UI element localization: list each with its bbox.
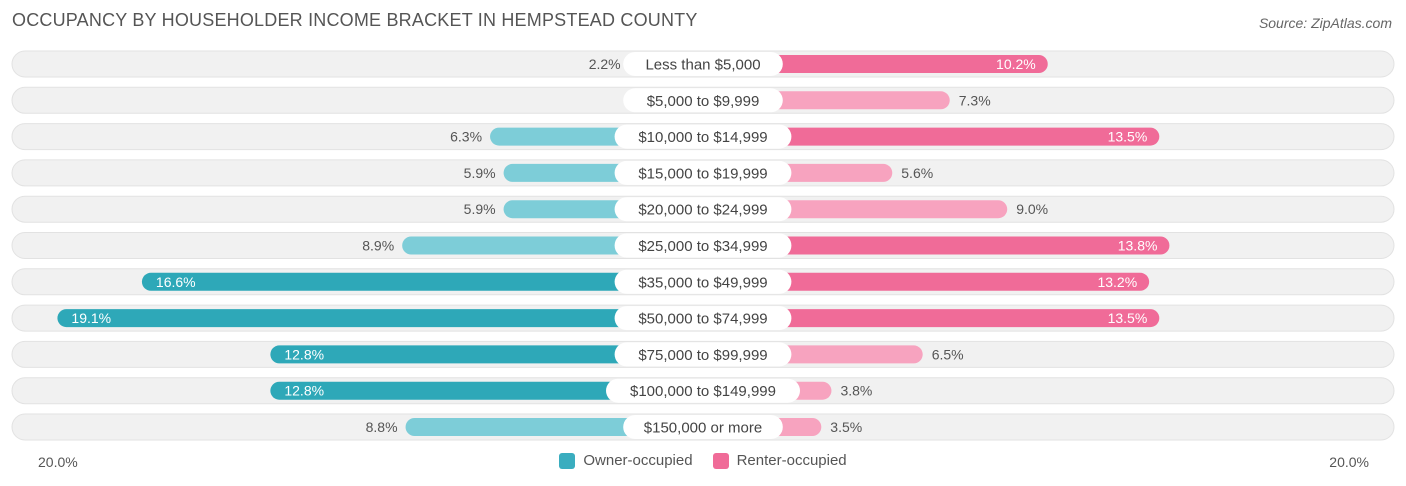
owner-value-label: 8.9% xyxy=(362,238,394,254)
legend-swatch-owner xyxy=(559,452,576,469)
category-label: $150,000 or more xyxy=(644,420,762,437)
category-label: $35,000 to $49,999 xyxy=(638,274,767,291)
axis-right-label: 20.0% xyxy=(1329,454,1369,470)
bar-row: 8.9% 13.8% $25,000 to $34,999 xyxy=(11,232,1395,259)
owner-bar xyxy=(141,272,704,291)
category-pill xyxy=(614,160,792,185)
source-label: Source: ZipAtlas.com xyxy=(1258,15,1392,31)
renter-value-label: 10.2% xyxy=(996,56,1036,72)
owner-bar xyxy=(57,309,704,328)
renter-bar xyxy=(703,236,1170,255)
category-label: $5,000 to $9,999 xyxy=(647,93,760,110)
renter-bar xyxy=(703,309,1160,328)
category-pill xyxy=(614,124,792,149)
legend-swatch-renter xyxy=(712,452,729,469)
category-label: $10,000 to $14,999 xyxy=(638,129,767,146)
category-label: Less than $5,000 xyxy=(645,57,760,74)
renter-bar xyxy=(703,55,1048,73)
bar-row: 5.9% 5.6% $15,000 to $19,999 xyxy=(11,159,1395,187)
category-label: $100,000 to $149,999 xyxy=(630,383,776,400)
bar-row: 16.6% 13.2% $35,000 to $49,999 xyxy=(11,268,1395,296)
category-pill xyxy=(614,342,792,367)
owner-value-label: 2.2% xyxy=(589,56,621,72)
category-pill xyxy=(614,269,792,294)
owner-value-label: 12.8% xyxy=(284,346,324,362)
renter-value-label: 13.5% xyxy=(1108,129,1148,145)
owner-bar xyxy=(270,345,703,364)
bar-row: 8.8% 3.5% $150,000 or more xyxy=(11,413,1395,441)
owner-value-label: 6.3% xyxy=(450,129,482,145)
category-pill xyxy=(614,197,792,222)
chart-title: OCCUPANCY BY HOUSEHOLDER INCOME BRACKET … xyxy=(12,10,698,30)
category-pill xyxy=(614,233,792,258)
renter-value-label: 9.0% xyxy=(1016,201,1048,217)
bar-row: 0.84%7.3%$5,000 to $9,999 xyxy=(11,86,1395,114)
owner-value-label: 16.6% xyxy=(156,274,196,290)
category-pill xyxy=(606,378,800,403)
owner-value-label: 19.1% xyxy=(71,310,111,326)
category-label: $75,000 to $99,999 xyxy=(638,347,767,364)
legend-label-owner: Owner-occupied xyxy=(583,452,693,469)
legend-item-renter: Renter-occupied xyxy=(712,452,847,469)
renter-value-label: 6.5% xyxy=(932,346,964,362)
renter-value-label: 3.5% xyxy=(830,419,862,435)
bar-row: 5.9% 9.0% $20,000 to $24,999 xyxy=(11,195,1395,223)
category-pill xyxy=(623,415,783,439)
legend-label-renter: Renter-occupied xyxy=(736,452,847,469)
owner-value-label: 5.9% xyxy=(464,201,496,217)
renter-value-label: 3.8% xyxy=(840,383,872,399)
bar-row: 12.8% 6.5% $75,000 to $99,999 xyxy=(11,340,1395,368)
bar-row: 2.2% 10.2% Less than $5,000 xyxy=(11,50,1395,78)
category-label: $50,000 to $74,999 xyxy=(638,311,767,328)
renter-bar xyxy=(703,127,1160,146)
owner-bar xyxy=(270,381,703,400)
owner-value-label: 12.8% xyxy=(284,383,324,399)
category-label: $15,000 to $19,999 xyxy=(638,165,767,182)
category-label: $20,000 to $24,999 xyxy=(638,202,767,219)
legend: Owner-occupied Renter-occupied xyxy=(0,452,1406,469)
owner-value-label: 8.8% xyxy=(366,419,398,435)
renter-value-label: 13.5% xyxy=(1108,310,1148,326)
renter-value-label: 7.3% xyxy=(959,92,991,108)
category-pill xyxy=(623,88,783,113)
axis-left-label: 20.0% xyxy=(38,454,78,470)
bar-row: 12.8% 3.8% $100,000 to $149,999 xyxy=(11,377,1395,405)
bar-row: 19.1% 13.5% $50,000 to $74,999 xyxy=(11,304,1395,332)
category-label: $25,000 to $34,999 xyxy=(638,238,767,255)
renter-value-label: 5.6% xyxy=(901,165,933,181)
renter-bar xyxy=(703,272,1150,291)
renter-value-label: 13.8% xyxy=(1118,238,1158,254)
renter-value-label: 13.2% xyxy=(1097,274,1137,290)
category-pill xyxy=(614,306,792,331)
owner-value-label: 5.9% xyxy=(464,165,496,181)
legend-item-owner: Owner-occupied xyxy=(559,452,693,469)
category-pill xyxy=(623,52,783,76)
bar-row: 6.3% 13.5% $10,000 to $14,999 xyxy=(11,123,1395,151)
